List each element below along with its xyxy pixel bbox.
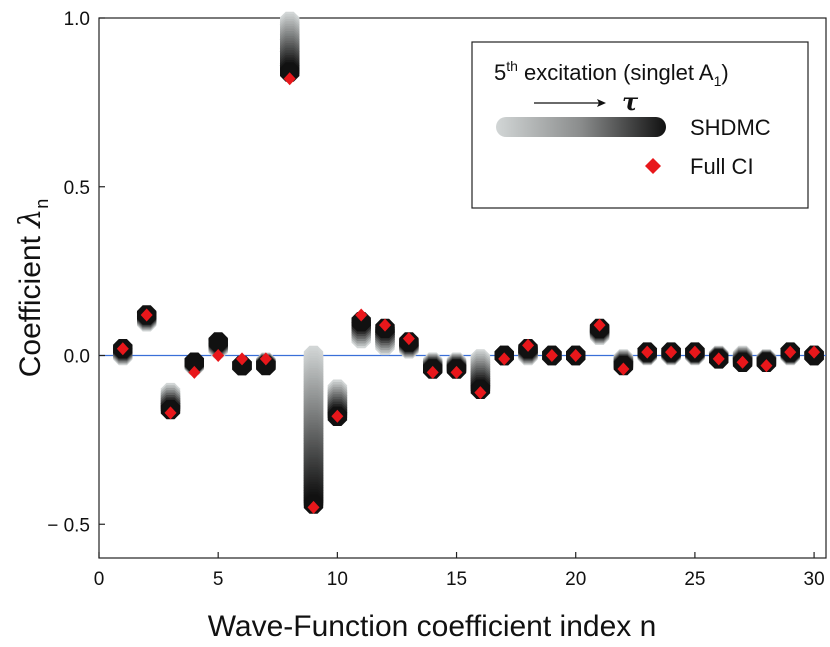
legend-title-subscript: 1 [714, 73, 722, 89]
legend-title-main: excitation (singlet A [518, 60, 714, 85]
fullci-point [283, 72, 296, 86]
legend-fullci-label: Full CI [690, 154, 754, 179]
x-tick-label: 10 [327, 569, 348, 590]
shdmc-trajectory [160, 382, 181, 420]
shdmc-trajectory [470, 349, 491, 399]
fullci-point [474, 386, 487, 400]
x-tick-label: 0 [94, 569, 105, 590]
fullci-point [355, 308, 368, 322]
data-marks [113, 11, 824, 514]
shdmc-point [351, 312, 371, 332]
shdmc-trajectory [232, 355, 252, 376]
fullci-point [236, 352, 249, 366]
fullci-point [188, 365, 201, 379]
shdmc-point [208, 332, 228, 352]
shdmc-trajectory [351, 312, 371, 349]
legend-title-number: 5 [494, 60, 506, 85]
fullci-point [808, 345, 821, 359]
plot-frame [98, 17, 827, 559]
fullci-point [379, 318, 392, 332]
shdmc-point [232, 355, 252, 376]
y-tick-label: 0.5 [64, 178, 90, 199]
x-axis-title: Wave-Function coefficient index n [208, 610, 657, 643]
x-tick-label: 5 [213, 569, 224, 590]
y-axis-title-lambda: λ [13, 209, 48, 229]
fullci-point [617, 362, 630, 376]
shdmc-trajectory [280, 11, 300, 82]
legend-title-end: ) [721, 60, 728, 85]
fullci-point [688, 345, 701, 359]
fullci-point [736, 355, 749, 369]
fullci-point [426, 365, 439, 379]
shdmc-trajectory [184, 352, 204, 376]
shdmc-point [280, 62, 300, 82]
fullci-point [402, 332, 415, 346]
x-tick-label: 15 [446, 569, 467, 590]
tau-symbol: τ [622, 87, 639, 116]
axis-ticks: 0 5 10 15 20 25 301.00.50.0− 0.5 [47, 9, 824, 590]
fullci-point [331, 409, 344, 423]
legend-fullci-marker [645, 158, 661, 174]
fullci-point [641, 345, 654, 359]
y-axis-title-subscript: n [32, 199, 52, 209]
y-tick-label: 1.0 [64, 9, 90, 30]
fullci-point [307, 500, 320, 514]
fullci-point [212, 349, 225, 362]
y-tick-label: − 0.5 [47, 515, 90, 536]
x-tick-label: 30 [804, 569, 825, 590]
legend-title-superscript: th [506, 58, 518, 74]
fullci-point [116, 342, 129, 356]
fullci-point [569, 349, 582, 362]
shdmc-point [256, 355, 276, 376]
fullci-point [164, 406, 177, 420]
fullci-point [450, 365, 463, 379]
fullci-point [545, 349, 558, 362]
y-tick-label: 0.0 [64, 347, 90, 368]
tau-arrow-head [597, 99, 606, 107]
shdmc-trajectory [208, 332, 228, 359]
y-axis-title-main: Coefficient [14, 228, 47, 378]
fullci-point [259, 352, 272, 366]
fullci-point [498, 352, 511, 366]
legend-shdmc-label: SHDMC [690, 115, 771, 140]
legend-shdmc-swatch [496, 117, 666, 137]
fullci-point [593, 318, 606, 332]
shdmc-trajectory [303, 345, 324, 514]
legend-title: 5th excitation (singlet A1) [494, 58, 729, 89]
fullci-point [712, 352, 725, 366]
fullci-point [665, 345, 678, 359]
y-axis-title: Coefficient λn [13, 199, 52, 378]
x-tick-label: 20 [565, 569, 586, 590]
x-tick-label: 25 [684, 569, 705, 590]
shdmc-point [184, 352, 204, 372]
fullci-point [760, 359, 773, 373]
fullci-point [522, 338, 535, 352]
legend: 5th excitation (singlet A1) τ SHDMC Full… [471, 41, 809, 209]
fullci-point [784, 345, 797, 359]
fullci-point [140, 308, 153, 322]
